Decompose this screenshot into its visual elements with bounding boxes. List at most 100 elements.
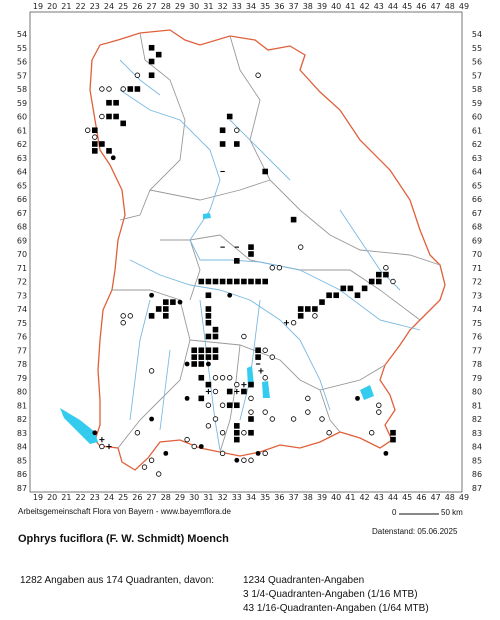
occurrence-marker-open: [326, 430, 332, 436]
x-tick-bottom-35: 35: [260, 493, 270, 502]
occurrence-marker-filled: [248, 381, 254, 388]
occurrence-marker-filled: [333, 292, 339, 299]
y-tick-right-86: 86: [472, 470, 482, 479]
x-tick-bottom-38: 38: [303, 493, 313, 502]
occurrence-marker-filled: [148, 58, 155, 65]
occurrence-marker-filled: [92, 127, 98, 134]
y-tick-left-67: 67: [17, 209, 27, 218]
y-tick-right-85: 85: [472, 456, 482, 465]
y-tick-right-80: 80: [472, 388, 482, 397]
occurrence-marker-filled: [326, 292, 332, 299]
occurrence-marker-filled: [92, 141, 98, 147]
x-tick-top-19: 19: [33, 2, 43, 11]
occurrence-marker-open: [212, 375, 219, 381]
occurrence-marker-open: [369, 430, 375, 436]
x-tick-top-36: 36: [274, 2, 284, 11]
occurrence-marker-open: [205, 402, 212, 408]
y-tick-right-68: 68: [472, 223, 482, 232]
x-tick-top-42: 42: [360, 2, 370, 11]
x-tick-bottom-19: 19: [33, 493, 43, 502]
occurrence-marker-filled: [212, 326, 219, 333]
scale-end-label: 50 km: [441, 508, 463, 517]
occurrence-marker-filled: [127, 86, 134, 92]
y-tick-right-75: 75: [472, 319, 482, 328]
bavaria-outline: [89, 29, 446, 471]
occurrence-marker-filled: [255, 347, 261, 354]
x-tick-top-31: 31: [203, 2, 213, 11]
y-tick-right-57: 57: [472, 71, 482, 80]
x-tick-top-32: 32: [218, 2, 228, 11]
x-tick-bottom-45: 45: [402, 493, 412, 502]
x-tick-top-20: 20: [47, 2, 57, 11]
occurrence-marker-open: [219, 402, 226, 408]
x-tick-top-44: 44: [388, 2, 398, 11]
occurrence-marker-dot: [234, 457, 240, 463]
occurrence-marker-filled: [248, 244, 254, 250]
occurrence-marker-filled: [219, 141, 226, 147]
y-tick-right-54: 54: [472, 30, 482, 39]
x-tick-bottom-33: 33: [232, 493, 242, 502]
occurrence-marker-open: [262, 450, 268, 457]
x-tick-top-45: 45: [402, 2, 412, 11]
occurrence-marker-open: [226, 375, 233, 381]
x-tick-bottom-32: 32: [218, 493, 228, 502]
x-tick-bottom-26: 26: [132, 493, 142, 502]
y-tick-right-55: 55: [472, 44, 482, 53]
occurrence-marker-open: [84, 127, 91, 133]
y-tick-left-59: 59: [17, 99, 27, 108]
y-tick-right-84: 84: [472, 443, 482, 452]
x-tick-bottom-27: 27: [147, 493, 157, 502]
x-tick-bottom-20: 20: [47, 493, 57, 502]
x-tick-top-40: 40: [331, 2, 341, 11]
y-tick-right-73: 73: [472, 291, 482, 300]
y-tick-right-74: 74: [472, 305, 482, 314]
occurrence-marker-open: [120, 320, 126, 326]
occurrence-marker-filled: [198, 354, 205, 360]
lake-starnberger-see: [262, 381, 270, 398]
occurrence-marker-dot: [149, 416, 155, 422]
y-tick-left-75: 75: [17, 319, 27, 328]
map-frame: [29, 11, 463, 493]
x-tick-top-28: 28: [161, 2, 171, 11]
y-tick-left-86: 86: [17, 470, 27, 479]
y-tick-left-60: 60: [17, 113, 27, 122]
occurrence-marker-filled: [219, 278, 226, 285]
occurrence-marker-filled: [234, 141, 240, 147]
occurrence-marker-filled: [163, 313, 169, 319]
occurrence-marker-filled: [319, 299, 325, 305]
occurrence-marker-open: [241, 457, 247, 463]
occurrence-marker-open: [248, 395, 254, 402]
occurrence-marker-open: [241, 333, 247, 340]
y-tick-right-72: 72: [472, 278, 482, 287]
x-tick-top-22: 22: [76, 2, 86, 11]
occurrence-marker-filled: [106, 148, 112, 154]
y-tick-left-77: 77: [17, 346, 27, 355]
occurrence-marker-open: [298, 244, 304, 250]
y-tick-left-83: 83: [17, 429, 27, 438]
y-tick-left-58: 58: [17, 85, 27, 94]
occurrence-marker-open: [219, 430, 226, 436]
y-tick-right-60: 60: [472, 113, 482, 122]
y-tick-right-87: 87: [472, 484, 482, 493]
x-tick-bottom-41: 41: [345, 493, 355, 502]
occurrence-marker-filled: [163, 306, 169, 312]
y-tick-right-61: 61: [472, 126, 482, 135]
occurrence-marker-open: [248, 457, 254, 463]
x-tick-top-37: 37: [289, 2, 299, 11]
occurrence-marker-dot: [92, 430, 98, 436]
occurrence-marker-filled: [205, 381, 212, 388]
x-tick-top-30: 30: [189, 2, 199, 11]
occurrence-marker-filled: [262, 278, 268, 285]
x-tick-top-29: 29: [175, 2, 185, 11]
occurrence-marker-filled: [361, 285, 368, 292]
y-tick-left-54: 54: [17, 30, 27, 39]
y-tick-left-68: 68: [17, 223, 27, 232]
y-tick-right-69: 69: [472, 236, 482, 245]
occurrence-marker-filled: [205, 354, 212, 360]
occurrence-marker-dot: [227, 292, 233, 298]
occurrence-marker-open: [120, 86, 126, 92]
x-tick-top-41: 41: [345, 2, 355, 11]
y-tick-left-55: 55: [17, 44, 27, 53]
occurrence-marker-filled: [234, 423, 240, 429]
occurrence-marker-open: [92, 134, 98, 140]
